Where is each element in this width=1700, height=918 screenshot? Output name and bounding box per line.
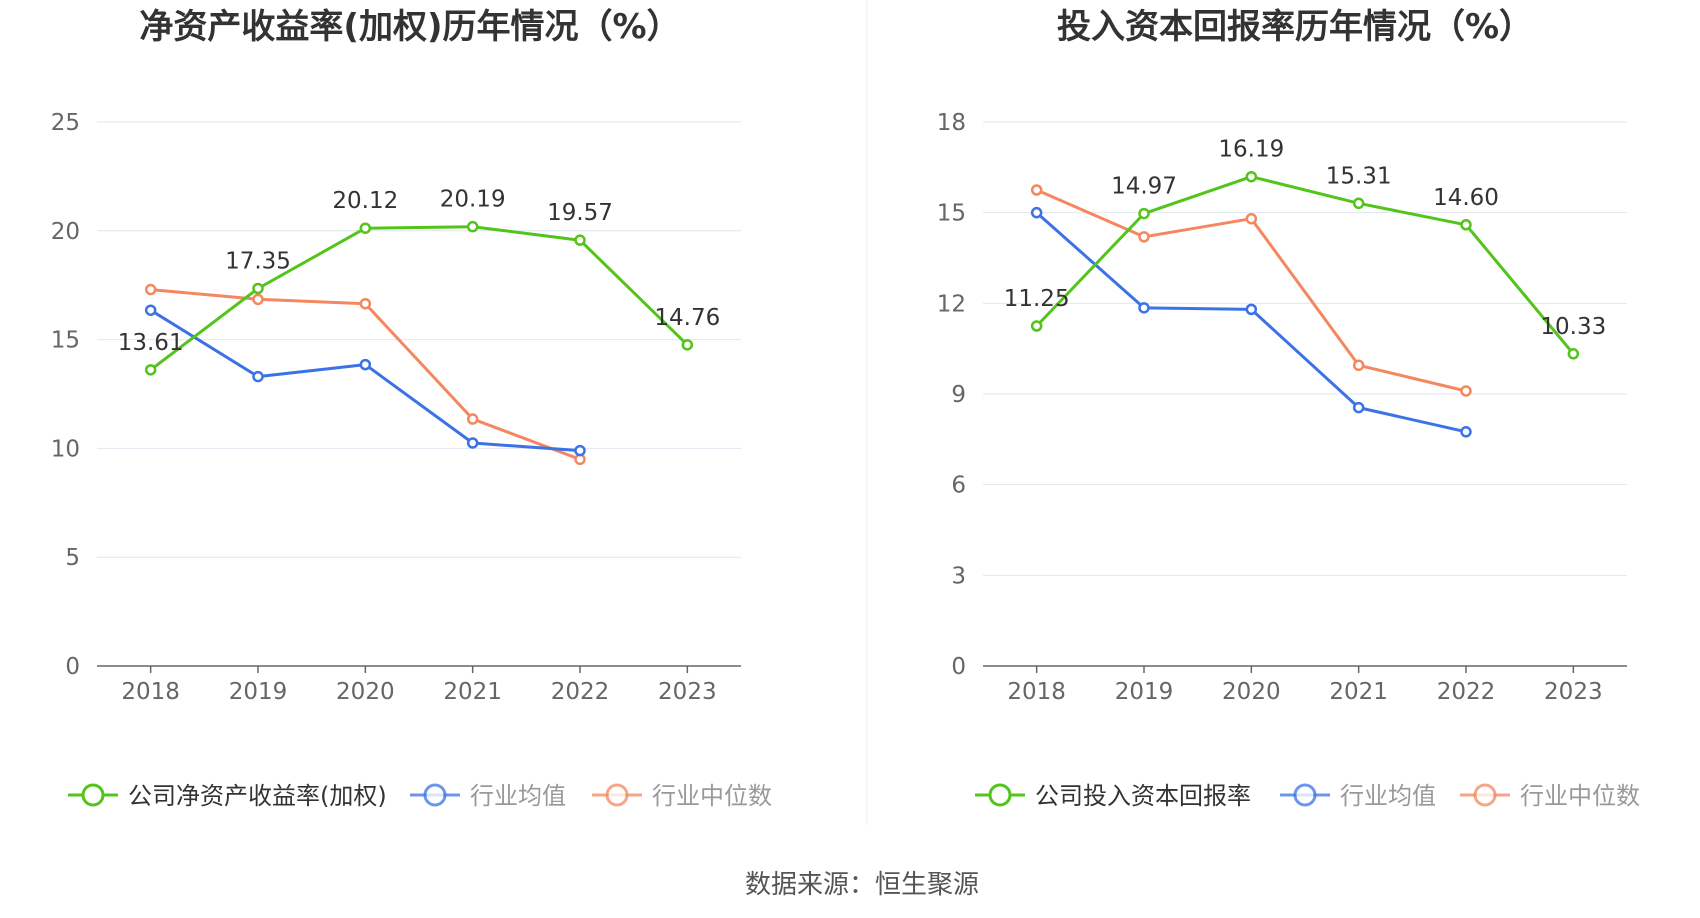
legend-label: 行业中位数 — [652, 782, 772, 810]
data-point-company — [466, 220, 479, 233]
legend-item-industry_avg: 行业均值 — [1280, 782, 1436, 810]
roe-chart-panel: 净资产收益率(加权)历年情况（%） 0 5 10 15 20 25 2018 2019 2020 2… — [51, 7, 772, 810]
y-tick-label: 6 — [951, 473, 966, 499]
data-label: 19.57 — [547, 200, 613, 226]
legend-label: 行业均值 — [1340, 782, 1436, 810]
legend-marker — [605, 783, 629, 807]
chart-title: 投入资本回报率历年情况（%） — [1057, 7, 1533, 47]
data-point-industry_avg — [252, 370, 264, 383]
y-tick-label: 20 — [51, 219, 80, 245]
x-tick-label: 2018 — [1007, 679, 1066, 705]
data-point-industry_avg — [1460, 426, 1472, 438]
data-point-industry_median — [359, 297, 372, 310]
data-point-industry_median — [1460, 385, 1472, 397]
series-line-industry_median — [150, 288, 581, 461]
data-point-company — [359, 222, 372, 234]
legend-marker — [1293, 783, 1317, 807]
x-tick-label: 2020 — [1222, 679, 1281, 705]
data-point-industry_median — [466, 413, 479, 425]
legend-item-industry_avg: 行业均值 — [410, 782, 566, 810]
data-point-industry_median — [1245, 212, 1258, 225]
legend-marker — [1473, 783, 1497, 807]
legend-marker — [81, 783, 105, 807]
x-tick-label: 2022 — [551, 679, 610, 705]
legend-item-industry_median: 行业中位数 — [1460, 782, 1640, 810]
y-tick-label: 5 — [65, 545, 80, 571]
y-tick-label: 0 — [951, 654, 966, 680]
data-point-company — [1030, 320, 1043, 332]
y-tick-label: 12 — [937, 291, 966, 317]
y-tick-label: 10 — [51, 436, 80, 462]
data-point-industry_avg — [1352, 401, 1365, 414]
legend-marker — [423, 783, 447, 807]
source-label: 数据来源：恒生聚源 — [745, 870, 979, 900]
data-point-company — [574, 234, 586, 246]
series-line-industry_avg — [149, 308, 581, 453]
x-tick-label: 2019 — [1115, 679, 1174, 705]
x-tick-label: 2018 — [121, 679, 180, 705]
x-tick-label: 2021 — [443, 679, 502, 705]
y-tick-label: 15 — [51, 328, 80, 354]
x-tick-label: 2021 — [1329, 679, 1388, 705]
data-point-industry_avg — [1245, 303, 1258, 316]
data-label: 20.12 — [332, 188, 398, 214]
data-point-industry_median — [144, 283, 157, 296]
legend-item-company: 公司净资产收益率(加权) — [68, 782, 387, 810]
data-point-industry_median — [1030, 184, 1043, 196]
y-tick-label: 3 — [951, 563, 966, 589]
data-label: 13.61 — [118, 330, 184, 356]
y-tick-label: 15 — [937, 201, 966, 227]
y-tick-label: 25 — [51, 110, 80, 136]
y-tick-label: 18 — [937, 110, 966, 136]
x-tick-label: 2023 — [1544, 679, 1603, 705]
data-point-industry_avg — [144, 304, 157, 316]
legend-item-industry_median: 行业中位数 — [592, 782, 772, 810]
data-point-industry_median — [252, 293, 264, 306]
data-point-company — [1567, 348, 1580, 360]
legend-label: 公司投入资本回报率 — [1035, 782, 1251, 810]
data-label: 14.97 — [1111, 174, 1177, 200]
series-line-company — [1035, 175, 1575, 355]
data-label: 17.35 — [225, 248, 291, 274]
series-line-company — [149, 225, 689, 371]
data-point-industry_avg — [1030, 206, 1043, 219]
data-label: 14.76 — [654, 305, 720, 331]
data-label: 11.25 — [1004, 286, 1070, 312]
data-point-company — [1352, 197, 1365, 210]
y-tick-label: 9 — [951, 382, 966, 408]
roic-chart-panel: 投入资本回报率历年情况（%） 0 3 6 9 12 15 18 2018 2019 2020 2021… — [937, 7, 1640, 810]
x-tick-label: 2019 — [229, 679, 288, 705]
x-tick-label: 2023 — [658, 679, 717, 705]
data-label: 14.60 — [1433, 185, 1499, 211]
data-point-industry_avg — [574, 444, 586, 457]
data-point-industry_median — [1138, 231, 1150, 243]
data-label: 10.33 — [1540, 314, 1606, 340]
legend-label: 行业中位数 — [1520, 782, 1640, 810]
legend-label: 公司净资产收益率(加权) — [128, 782, 387, 810]
data-point-industry_avg — [466, 437, 479, 449]
data-label: 20.19 — [440, 187, 506, 213]
data-point-industry_median — [1352, 359, 1365, 372]
legend-marker — [988, 783, 1012, 807]
chart-title: 净资产收益率(加权)历年情况（%） — [139, 7, 680, 47]
legend-label: 行业均值 — [470, 782, 566, 810]
data-point-company — [252, 282, 264, 295]
data-point-industry_avg — [1138, 302, 1150, 314]
data-label: 15.31 — [1326, 163, 1392, 189]
data-point-company — [1460, 219, 1472, 231]
legend-item-company: 公司投入资本回报率 — [975, 782, 1251, 810]
data-point-industry_avg — [359, 358, 372, 371]
data-point-company — [681, 339, 694, 351]
series-line-industry_avg — [1035, 211, 1467, 434]
data-point-company — [144, 364, 157, 376]
x-tick-label: 2020 — [336, 679, 395, 705]
data-point-company — [1245, 170, 1258, 183]
x-tick-label: 2022 — [1437, 679, 1496, 705]
y-tick-label: 0 — [65, 654, 80, 680]
data-label: 16.19 — [1218, 137, 1284, 163]
data-point-company — [1138, 207, 1150, 220]
